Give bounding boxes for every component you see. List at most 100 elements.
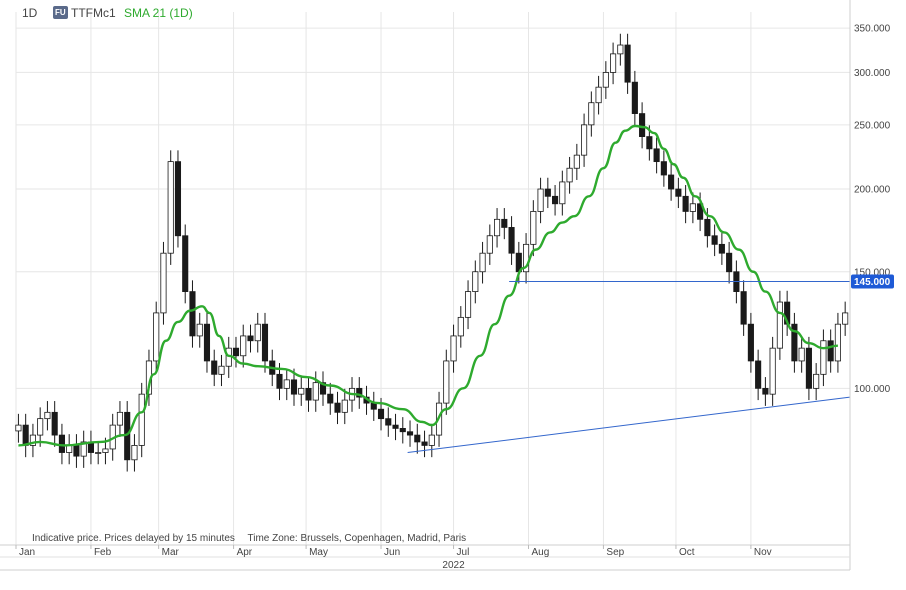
candle <box>747 312 754 373</box>
candle <box>450 324 457 373</box>
x-tick-label: Oct <box>679 547 695 558</box>
candle <box>167 150 174 265</box>
candle <box>196 312 203 348</box>
candle-body <box>254 323 261 342</box>
candle-body <box>356 387 363 398</box>
candle-body <box>682 195 689 212</box>
candle <box>639 102 646 149</box>
candle <box>530 200 537 257</box>
candle <box>537 177 544 224</box>
candle <box>203 312 211 373</box>
candle <box>675 177 682 209</box>
candle-body <box>211 360 218 375</box>
y-tick-label: 100.000 <box>854 384 891 395</box>
candle-body <box>646 136 653 150</box>
candle <box>29 423 36 458</box>
candle-body <box>660 161 667 176</box>
candle-body <box>196 323 203 337</box>
candle <box>689 192 696 224</box>
candle <box>80 430 87 468</box>
candle-body <box>805 347 812 389</box>
candle-body <box>15 424 22 432</box>
candle-body <box>537 188 544 212</box>
candle-body <box>240 335 247 357</box>
x-tick-label: May <box>309 547 328 558</box>
exchange-badge: FU <box>53 6 68 19</box>
candle <box>740 280 747 336</box>
candle <box>341 388 348 425</box>
candle <box>261 312 269 373</box>
y-tick-label: 150.000 <box>854 267 891 278</box>
x-tick-label: Mar <box>162 547 180 558</box>
candle <box>784 290 791 336</box>
candle <box>247 324 254 353</box>
candle <box>189 280 196 348</box>
candle-body <box>167 161 174 254</box>
candle-body <box>776 301 783 349</box>
candle-body <box>747 323 754 362</box>
current-price-label: 145.000 <box>854 277 891 288</box>
candle <box>240 324 247 368</box>
candle <box>312 371 319 412</box>
candle <box>544 177 551 209</box>
candle-body <box>283 379 290 389</box>
timeframe-button[interactable]: 1D <box>22 6 38 20</box>
candle <box>573 143 580 180</box>
x-tick-label: Apr <box>237 547 253 558</box>
candle <box>653 137 660 174</box>
candle <box>131 434 138 472</box>
candle <box>225 336 232 378</box>
candle <box>15 413 22 443</box>
y-tick-label: 300.000 <box>854 68 891 79</box>
candle-body <box>668 174 675 190</box>
candle-body <box>138 393 145 446</box>
x-axis: Jan Feb Mar Apr May Jun Jul Aug Sep Oct Nov <box>0 0 851 571</box>
candle-body <box>472 271 479 292</box>
candle <box>414 423 421 454</box>
candle-body <box>588 102 595 126</box>
candle-body <box>406 431 414 436</box>
y-tick-label: 350.000 <box>854 24 891 35</box>
candle <box>842 301 849 336</box>
candle <box>508 216 515 265</box>
symbol-label[interactable]: TTFMc1 <box>71 6 116 20</box>
candle <box>22 413 29 458</box>
candle-body <box>334 402 341 413</box>
candle <box>682 185 689 224</box>
candle <box>798 336 805 373</box>
candle-body <box>639 113 646 137</box>
candle <box>769 336 776 406</box>
candle-body <box>203 323 211 362</box>
candle-body <box>617 44 624 55</box>
candle <box>95 441 102 465</box>
candle <box>406 420 414 447</box>
candle <box>595 75 602 115</box>
indicator-label[interactable]: SMA 21 (1D) <box>124 6 193 20</box>
candle-body <box>544 188 551 197</box>
x-tick-label: Aug <box>531 547 549 558</box>
candle-body <box>102 448 109 453</box>
candle <box>66 434 73 465</box>
timezone-notice: Time Zone: Brussels, Copenhagen, Madrid,… <box>247 533 467 544</box>
candlestick-series <box>15 33 849 472</box>
candle-body <box>552 195 559 205</box>
candle-body <box>827 340 834 362</box>
candle <box>834 312 841 373</box>
candle-body <box>414 434 421 443</box>
candle <box>319 371 327 406</box>
candle-body <box>290 379 298 395</box>
candle <box>443 349 450 415</box>
candle-body <box>312 382 319 401</box>
candle-body <box>385 418 392 426</box>
candle <box>711 224 718 257</box>
candle <box>51 401 58 447</box>
candle <box>820 329 827 387</box>
candle-body <box>22 424 29 446</box>
candle <box>37 407 44 447</box>
candle <box>472 260 479 304</box>
candle-body <box>392 424 399 429</box>
candle <box>494 208 501 248</box>
candle-body <box>450 335 457 362</box>
candle-body <box>218 365 225 375</box>
